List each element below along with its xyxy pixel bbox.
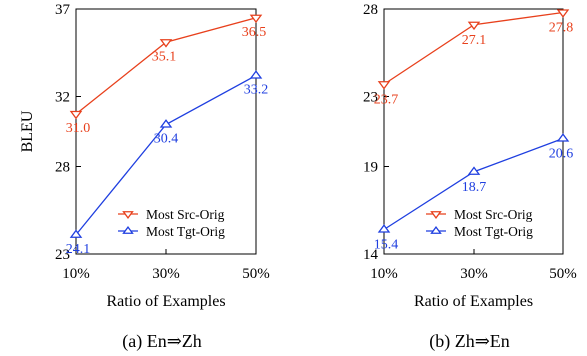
panel-b-series-src-orig-point — [467, 21, 481, 31]
panel-a-ytick-label: 28 — [55, 160, 70, 176]
panel-b-xtick-label: 30% — [460, 266, 488, 282]
panel-b-legend-tgt-orig-label: Most Tgt-Orig — [454, 224, 533, 239]
panel-b-caption: (b) Zh⇒En — [429, 331, 510, 352]
panel-a-series-src-orig-line — [75, 17, 257, 115]
panel-b-xtick-label: 50% — [549, 266, 577, 282]
panel-a-xtick-label: 50% — [242, 266, 270, 282]
panel-a-caption: (a) En⇒Zh — [122, 331, 202, 352]
panel-a-series-src-orig-point — [249, 14, 263, 24]
panel-b-legend-tgt-orig-marker — [430, 226, 442, 234]
panel-b-series-src-orig-point — [377, 81, 391, 90]
panel-b-series-src-orig-data-label: 27.8 — [549, 21, 574, 36]
panel-b-series-src-orig-data-label: 23.7 — [374, 92, 399, 107]
panel-a-xtick-label: 10% — [62, 266, 90, 282]
panel-a-legend-src-orig-marker — [122, 211, 134, 219]
panel-a-series-src-orig-point — [159, 39, 173, 48]
panel-a-series-src-orig-data-label: 36.5 — [242, 25, 267, 40]
panel-a-series-tgt-orig-data-label: 33.2 — [244, 83, 269, 98]
panel-b-legend-src-orig-marker — [430, 211, 442, 219]
panel-b-series-src-orig-data-label: 27.1 — [462, 33, 487, 48]
panel-a-y-axis-label: BLEU — [19, 110, 36, 152]
panel-a-xtick-label: 30% — [152, 266, 180, 282]
panel-b-series-tgt-orig-data-label: 18.7 — [462, 180, 487, 195]
panel-a-legend-src-orig-label: Most Src-Orig — [146, 207, 225, 222]
panel-b-legend-src-orig-label: Most Src-Orig — [454, 207, 533, 222]
panel-b-series-tgt-orig-data-label: 20.6 — [549, 147, 574, 162]
panel-b-ytick-label: 23 — [363, 90, 378, 106]
panel-b-series-tgt-orig-point — [556, 133, 570, 142]
panel-b-series-src-orig-point — [556, 9, 570, 18]
panel-a-series-tgt-orig-point — [69, 229, 83, 238]
panel-b-series-tgt-orig-data-label: 15.4 — [374, 238, 399, 253]
panel-b-series-tgt-orig-point — [377, 224, 391, 233]
panel-a-series-tgt-orig-data-label: 24.1 — [66, 242, 91, 257]
panel-a-series-src-orig-data-label: 35.1 — [152, 49, 177, 64]
panel-a-ytick-label: 23 — [55, 247, 70, 263]
panel-b-xtick-label: 10% — [370, 266, 398, 282]
panel-a-x-axis-label: Ratio of Examples — [106, 293, 225, 310]
panel-b-ytick-label: 19 — [363, 160, 378, 176]
panel-b-series-tgt-orig-point — [467, 166, 481, 175]
panel-a-series-tgt-orig-point — [249, 70, 263, 79]
panel-a-series-src-orig-data-label: 31.0 — [66, 121, 91, 136]
panel-a-ytick-label: 32 — [55, 90, 70, 106]
panel-a-series-tgt-orig-point — [159, 119, 173, 128]
panel-a-legend-tgt-orig-marker — [122, 226, 134, 234]
panel-a-series-src-orig-point — [69, 110, 83, 120]
panel-b-ytick-label: 14 — [363, 247, 379, 263]
panel-a-series-tgt-orig-data-label: 30.4 — [154, 132, 179, 147]
panel-b-ytick-label: 28 — [363, 2, 378, 18]
panel-a-legend-tgt-orig-label: Most Tgt-Orig — [146, 224, 225, 239]
panel-a-ytick-label: 37 — [55, 2, 71, 18]
panel-b-x-axis-label: Ratio of Examples — [414, 293, 533, 310]
